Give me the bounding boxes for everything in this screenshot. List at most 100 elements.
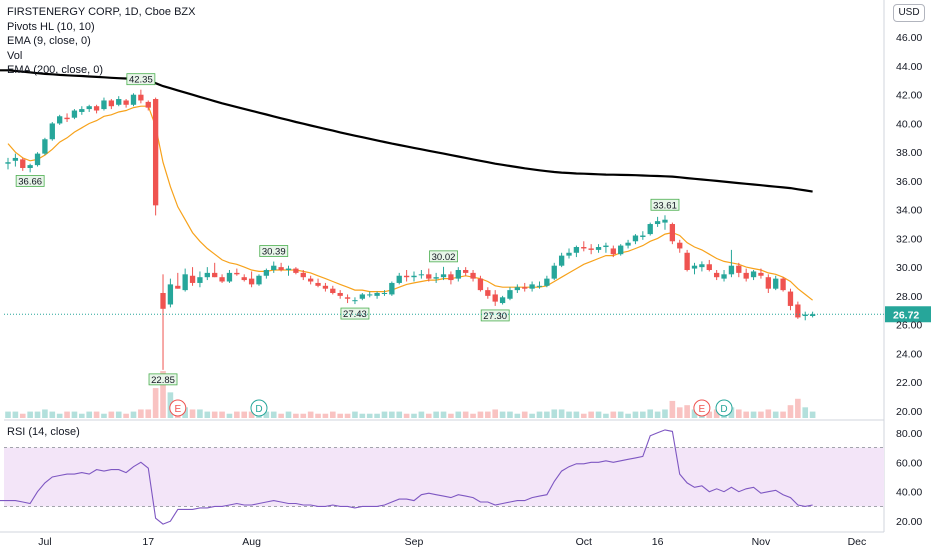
volume-bar bbox=[440, 411, 447, 418]
ema9-line bbox=[7, 105, 813, 301]
volume-bar bbox=[307, 411, 314, 418]
candle-body bbox=[256, 275, 262, 285]
candle-body bbox=[477, 278, 484, 291]
candle-body bbox=[123, 100, 129, 105]
candle-body bbox=[352, 300, 358, 302]
volume-bar bbox=[743, 411, 749, 418]
volume-bar bbox=[684, 405, 690, 418]
event-letter: E bbox=[174, 404, 181, 415]
price-tick-label: 32.00 bbox=[896, 233, 922, 245]
volume-bar bbox=[802, 407, 809, 418]
candle-body bbox=[344, 297, 351, 299]
candle-body bbox=[204, 272, 210, 278]
candle-body bbox=[426, 274, 432, 279]
time-tick-label: 16 bbox=[652, 536, 664, 548]
candle-body bbox=[632, 235, 639, 242]
candle-body bbox=[529, 284, 535, 289]
volume-bar bbox=[662, 409, 668, 418]
volume-bar bbox=[211, 411, 218, 418]
candle-body bbox=[507, 290, 513, 299]
candle-body bbox=[536, 285, 543, 287]
earnings-marker[interactable]: E bbox=[169, 399, 187, 417]
candle-body bbox=[20, 159, 26, 168]
candle-body bbox=[389, 282, 395, 295]
last-price-line: 26.72 bbox=[4, 306, 931, 323]
indicator-pivots[interactable]: Pivots HL (10, 10) bbox=[7, 20, 95, 33]
indicator-ema200[interactable]: EMA (200, close, 0) bbox=[7, 64, 103, 76]
price-tick-label: 44.00 bbox=[896, 61, 922, 73]
volume-bar bbox=[381, 411, 388, 418]
candle-body bbox=[440, 274, 447, 278]
pivot-label-low: 27.30 bbox=[480, 309, 510, 322]
candle-body bbox=[189, 275, 196, 283]
candle-body bbox=[381, 292, 388, 294]
volume-bar bbox=[632, 411, 639, 418]
candle-body bbox=[588, 248, 594, 250]
pivot-label-low: 27.43 bbox=[340, 307, 370, 320]
volume-bar bbox=[270, 411, 277, 418]
volume-bar bbox=[654, 411, 661, 418]
candle-body bbox=[271, 265, 277, 271]
volume-bar bbox=[787, 405, 794, 418]
dividend-marker[interactable]: D bbox=[250, 399, 268, 417]
candle-body bbox=[145, 101, 151, 108]
candle-body bbox=[57, 116, 63, 124]
candle-body bbox=[662, 219, 668, 223]
candle-body bbox=[411, 275, 417, 278]
rsi-line bbox=[0, 429, 813, 525]
candle-body bbox=[367, 294, 373, 296]
candle-body bbox=[359, 294, 365, 299]
rsi-tick-label: 60.00 bbox=[896, 457, 922, 469]
dividend-marker[interactable]: D bbox=[715, 399, 733, 417]
currency-button[interactable]: USD bbox=[893, 4, 925, 22]
event-circle bbox=[715, 399, 733, 417]
pivot-box bbox=[126, 73, 156, 86]
volume-bar bbox=[293, 413, 299, 418]
volume-bar bbox=[610, 411, 617, 418]
volume-bar bbox=[396, 411, 403, 418]
volume-bar bbox=[352, 411, 358, 418]
volume-bar bbox=[595, 411, 602, 418]
candle-body bbox=[241, 277, 247, 281]
volume-bar bbox=[197, 409, 203, 418]
candle-body bbox=[175, 285, 181, 289]
candle-body bbox=[551, 265, 557, 279]
candle-body bbox=[234, 272, 240, 275]
pivot-box bbox=[259, 245, 289, 257]
volume-bar bbox=[337, 413, 343, 418]
volume-bar bbox=[809, 411, 816, 418]
candle-body bbox=[79, 109, 85, 112]
volume-bar bbox=[780, 411, 786, 418]
price-tick-label: 46.00 bbox=[896, 32, 922, 44]
volume-bar bbox=[772, 411, 779, 418]
candle-body bbox=[263, 270, 270, 276]
volume-bar bbox=[580, 413, 587, 418]
rsi-tick-label: 80.00 bbox=[896, 428, 922, 440]
price-tick-label: 40.00 bbox=[896, 118, 922, 130]
symbol-title[interactable]: FIRSTENERGY CORP, 1D, Cboe BZX bbox=[7, 6, 196, 18]
rsi-panel bbox=[0, 429, 884, 525]
volume-bar bbox=[485, 411, 491, 418]
rsi-label[interactable]: RSI (14, close) bbox=[7, 426, 80, 438]
candle-body bbox=[285, 268, 292, 271]
time-axis[interactable]: Jul 17 Aug Sep Oct 16 Nov Dec bbox=[38, 536, 866, 548]
candle-body bbox=[558, 255, 565, 266]
volume-bar bbox=[640, 411, 646, 418]
pivot-label-low: 22.85 bbox=[148, 373, 178, 386]
candle-body bbox=[160, 292, 166, 309]
earnings-marker[interactable]: E bbox=[693, 399, 711, 417]
candle-body bbox=[470, 272, 476, 279]
candle-body bbox=[42, 139, 48, 154]
indicator-vol[interactable]: Vol bbox=[7, 49, 23, 62]
price-axis[interactable]: 20.00 22.00 24.00 26.00 28.00 30.00 32.00 34.00… bbox=[896, 32, 922, 528]
candle-body bbox=[669, 224, 676, 242]
candle-body bbox=[566, 252, 572, 256]
candle-body bbox=[780, 278, 786, 291]
candle-body bbox=[499, 297, 506, 304]
volume-bar bbox=[462, 411, 469, 418]
indicator-ema9[interactable]: EMA (9, close, 0) bbox=[7, 35, 91, 47]
volume-bar bbox=[558, 409, 565, 418]
volume-bar bbox=[713, 409, 720, 418]
volume-bar bbox=[130, 411, 137, 418]
